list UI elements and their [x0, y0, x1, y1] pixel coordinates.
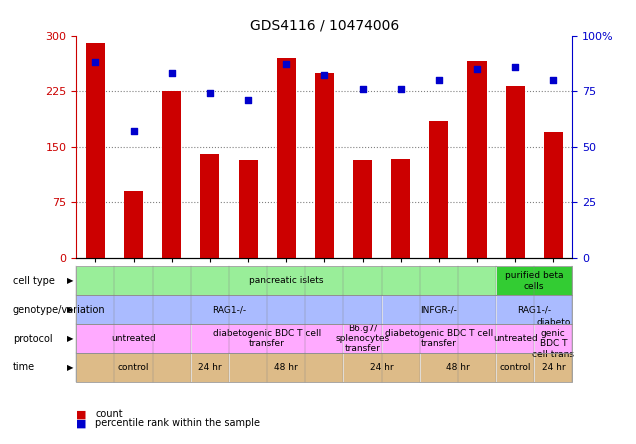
Point [281, 61, 291, 68]
Bar [315, 72, 334, 258]
Text: pancreatic islets: pancreatic islets [249, 276, 324, 285]
Bar [544, 132, 563, 258]
Point [396, 85, 406, 92]
Text: 24 hr: 24 hr [370, 363, 394, 372]
Text: INFGR-/-: INFGR-/- [420, 305, 457, 314]
Text: untreated: untreated [111, 334, 156, 343]
Bar [162, 91, 181, 258]
Text: 48 hr: 48 hr [446, 363, 470, 372]
Text: RAG1-/-: RAG1-/- [517, 305, 551, 314]
Point [243, 96, 253, 103]
Bar [467, 61, 487, 258]
Text: untreated: untreated [493, 334, 537, 343]
Text: count: count [95, 409, 123, 420]
Text: ■: ■ [76, 409, 87, 420]
Point [548, 76, 558, 83]
Text: ▶: ▶ [67, 276, 73, 285]
Text: ▶: ▶ [67, 305, 73, 314]
Text: genotype/variation: genotype/variation [13, 305, 106, 315]
Point [319, 72, 329, 79]
Text: cell type: cell type [13, 276, 55, 286]
Point [472, 65, 482, 72]
Point [128, 127, 139, 135]
Text: 48 hr: 48 hr [274, 363, 298, 372]
Bar [200, 154, 219, 258]
Bar [277, 58, 296, 258]
Text: 24 hr: 24 hr [198, 363, 222, 372]
Bar [86, 43, 105, 258]
Text: control: control [499, 363, 531, 372]
Text: ▶: ▶ [67, 334, 73, 343]
Text: B6.g7/
splenocytes
transfer: B6.g7/ splenocytes transfer [335, 324, 390, 353]
Text: control: control [118, 363, 149, 372]
Bar [238, 160, 258, 258]
Bar [429, 121, 448, 258]
Text: RAG1-/-: RAG1-/- [212, 305, 246, 314]
Bar [353, 160, 372, 258]
Bar [391, 159, 410, 258]
Point [510, 63, 520, 70]
Text: diabetogenic BDC T cell
transfer: diabetogenic BDC T cell transfer [213, 329, 321, 348]
Text: diabetogenic BDC T cell
transfer: diabetogenic BDC T cell transfer [385, 329, 493, 348]
Text: purified beta
cells: purified beta cells [505, 271, 563, 290]
Text: time: time [13, 362, 35, 373]
Point [205, 90, 215, 97]
Point [434, 76, 444, 83]
Bar [506, 86, 525, 258]
Bar [124, 191, 143, 258]
Point [90, 59, 100, 66]
Text: ■: ■ [76, 418, 87, 428]
Point [357, 85, 368, 92]
Text: ▶: ▶ [67, 363, 73, 372]
Text: 24 hr: 24 hr [541, 363, 565, 372]
Text: protocol: protocol [13, 333, 52, 344]
Text: diabeto
genic
BDC T
cell trans: diabeto genic BDC T cell trans [532, 318, 574, 359]
Title: GDS4116 / 10474006: GDS4116 / 10474006 [250, 19, 399, 33]
Text: percentile rank within the sample: percentile rank within the sample [95, 418, 260, 428]
Point [167, 70, 177, 77]
